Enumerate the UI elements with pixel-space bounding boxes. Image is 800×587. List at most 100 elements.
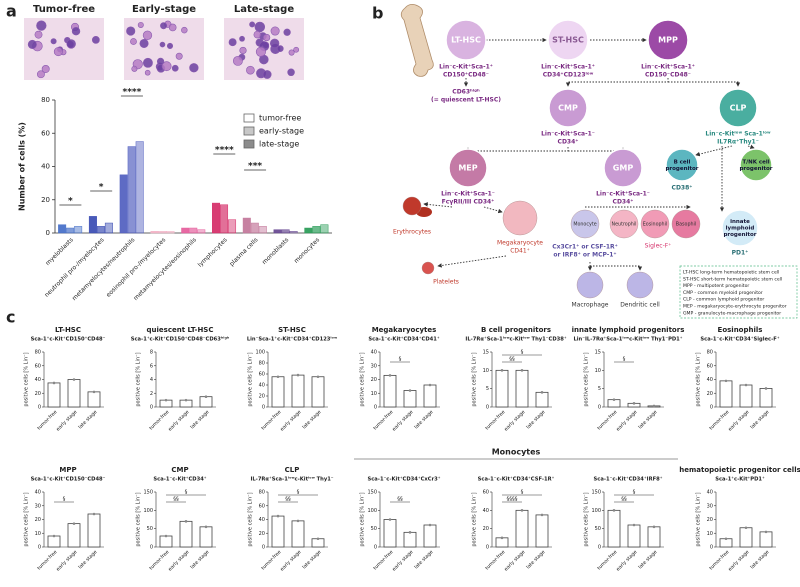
y-tick-label: 0: [374, 545, 377, 551]
cell-label: CD41⁺: [510, 248, 530, 255]
cell-blob: [34, 30, 43, 39]
y-tick-label: 60: [707, 363, 713, 369]
node-label: LT-HSC: [451, 36, 481, 45]
cell-blob: [27, 39, 37, 49]
bar: [607, 509, 621, 548]
bar-top-dot: [744, 526, 748, 530]
cell-blob: [293, 46, 300, 53]
cell-label: Neutrophil: [611, 222, 636, 228]
y-tick-label: 0: [38, 545, 41, 551]
legend-box: [679, 265, 798, 319]
node-label: GMP: [613, 164, 634, 173]
bar: [47, 382, 61, 408]
cell-blob: [262, 70, 272, 79]
y-tick-label: 0: [262, 405, 265, 411]
arrow: [668, 81, 741, 87]
significance: §§§§: [507, 497, 518, 503]
bar-top-dot: [72, 378, 76, 381]
bar: [199, 526, 213, 548]
chart-subtitle: Sca-1⁻c-Kit⁺CD34⁺: [153, 477, 206, 483]
significance: ****: [215, 146, 234, 156]
y-tick-label: 60: [259, 372, 265, 378]
cell-blob: [189, 63, 199, 73]
bar: [179, 520, 193, 548]
y-tick-label: 100: [591, 508, 601, 514]
y-tick-label: 40: [707, 377, 713, 383]
bar: [403, 390, 417, 408]
chart-title: quiescent LT-HSC: [147, 326, 214, 334]
y-tick-label: 6: [150, 363, 153, 369]
y-tick-label: 40: [41, 163, 50, 171]
bar-top-dot: [164, 534, 168, 538]
arrow: [565, 78, 669, 87]
bar: [96, 226, 105, 234]
bar-top-dot: [540, 513, 544, 517]
bar-top-dot: [296, 519, 300, 523]
y-tick-label: 5: [486, 386, 489, 392]
cell-blob: [126, 26, 136, 36]
significance: §: [63, 497, 66, 503]
bar: [759, 531, 773, 548]
cell-node: [547, 19, 589, 61]
note: CD63ʰⁱᵍʰ: [452, 89, 480, 96]
y-tick-label: 100: [367, 508, 377, 514]
bar: [87, 391, 101, 408]
bar: [212, 202, 221, 234]
cell-blob: [246, 65, 255, 75]
bar: [423, 524, 437, 548]
cell-blob: [276, 45, 284, 52]
cell-shape: [609, 209, 639, 239]
cell-blob: [270, 26, 280, 36]
cell-blob: [249, 21, 256, 28]
cell-blob: [239, 35, 245, 42]
chart-title: ST-HSC: [278, 326, 306, 334]
bar-top-dot: [408, 531, 412, 534]
node-marker: Lin⁻c-Kit⁺Sca-1⁻: [441, 191, 495, 198]
y-tick-label: 15: [483, 350, 489, 356]
node-label: ST-HSC: [552, 36, 584, 45]
node-marker: FcγRII/III CD34⁺: [442, 199, 495, 206]
cell-blob: [160, 22, 168, 30]
bar-top-dot: [652, 404, 656, 408]
node-label: T/NK cell: [742, 159, 769, 165]
bar-top-dot: [632, 523, 636, 527]
cell-marker: Siglec-F⁺: [645, 243, 672, 250]
chart-title: MPP: [59, 466, 76, 474]
y-axis-label: Number of cells (%): [18, 122, 27, 211]
chart-subtitle: Sca-1⁺c-Kit⁺CD150⁻CD48⁻: [31, 477, 106, 483]
bar-top-dot: [500, 369, 504, 372]
cell-blob: [168, 23, 177, 32]
bar: [311, 376, 325, 408]
y-tick-label: 0: [46, 229, 50, 237]
y-tick-label: 20: [707, 517, 713, 523]
y-tick-label: 30: [371, 363, 377, 369]
node-marker: Lin⁻c-Kit⁺Sca-1⁺: [541, 64, 595, 71]
bar: [67, 523, 81, 548]
y-tick-label: 150: [143, 490, 153, 496]
note: (= quiescent LT-HSC): [431, 97, 501, 104]
bar: [250, 222, 259, 234]
bar: [495, 537, 509, 548]
cell-node: [445, 19, 487, 61]
node-marker: CD34⁺CD123ˡᵒʷ: [543, 72, 594, 79]
cell-blob: [262, 33, 271, 42]
significance: §: [297, 490, 300, 496]
bar-top-dot: [316, 375, 320, 379]
bar-top-dot: [612, 398, 616, 401]
panel-label: b: [372, 4, 383, 23]
cell-shape: [502, 200, 538, 236]
bar-top-dot: [184, 398, 188, 402]
bar: [739, 527, 753, 548]
cell-node: [603, 148, 643, 188]
chart-subtitle: IL-7Rα⁺Sca-1ˡᵒʷc-Kitˡᵒʷ Thy1⁻CD38⁺: [465, 337, 566, 343]
chart-subtitle: IL-7Rα⁺Sca-1ˡᵒʷc-Kitˡᵒʷ Thy1⁻: [250, 477, 333, 483]
y-tick-label: 10: [483, 368, 489, 374]
significance: §: [633, 490, 636, 496]
cell-label: Basophil: [676, 222, 696, 228]
cell-marker: Cx3Cr1⁺ or CSF-1R⁺: [552, 244, 618, 251]
cell-blob: [159, 41, 166, 48]
cell-shape: [421, 261, 435, 275]
y-axis-label: positive cells [% Lin⁻]: [136, 352, 142, 406]
bar: [67, 379, 81, 408]
